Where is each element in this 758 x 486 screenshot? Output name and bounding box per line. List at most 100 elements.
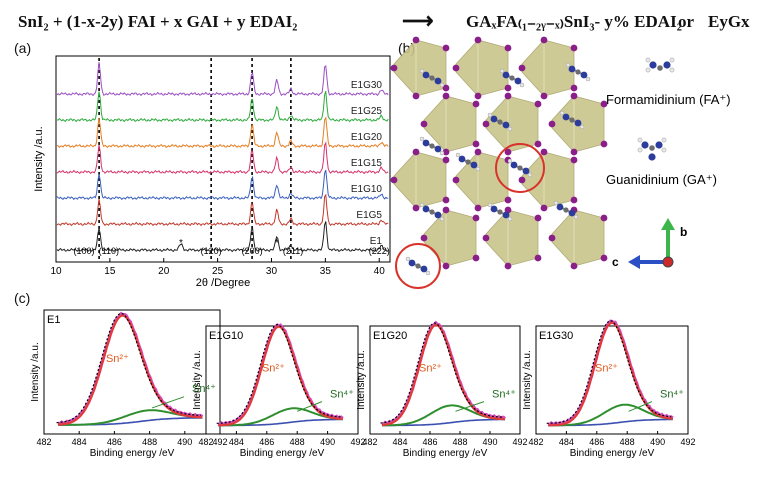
highlight-circle (395, 243, 441, 289)
hydrogen-atom (519, 82, 525, 88)
nitrogen-atom (568, 65, 576, 73)
legend-ga-label: Guanidinium (GA⁺) (606, 172, 717, 187)
xps-data-line (217, 323, 344, 426)
hydrogen-atom (553, 200, 559, 206)
iodine-atom (390, 64, 398, 72)
xrd-peak-label: (110) (99, 246, 119, 256)
reaction-equation: SnI₂ + (1-x-2y) FAI + x GAI + y EDAI₂ ⟶ … (18, 8, 750, 36)
nitrogen-atom (502, 211, 510, 219)
xps-plot-frame (43, 309, 221, 435)
xps-x-tick-label: 482 (36, 437, 51, 447)
xrd-x-tick-label: 30 (266, 266, 278, 277)
legend-nitrogen-atom (655, 141, 663, 149)
iodine-atom (570, 196, 578, 204)
iodine-atom (442, 262, 450, 270)
nitrogen-atom (408, 259, 416, 267)
xps-x-tick-label: 482 (198, 437, 213, 447)
equation-arrow: ⟶ (402, 8, 434, 33)
iodine-atom (482, 120, 490, 128)
xrd-series-label: E1G25 (351, 106, 383, 117)
iodine-atom (504, 196, 512, 204)
legend-nitrogen-atom (649, 61, 657, 69)
nitrogen-atom (514, 77, 522, 85)
xps-x-tick-label: 492 (512, 437, 527, 447)
axis-b-arrowhead (661, 218, 675, 230)
nitrogen-atom (574, 119, 582, 127)
nitrogen-atom (490, 115, 498, 123)
xps-x-axis-label: Binding energy /eV (90, 448, 175, 459)
xrd-series-E1 (56, 221, 389, 253)
hydrogen-atom (487, 112, 493, 118)
carbon-atom (465, 159, 471, 165)
axis-c-label: c (612, 255, 619, 269)
iodine-atom (600, 254, 608, 262)
iodine-atom (540, 92, 548, 100)
iodine-atom (540, 204, 548, 212)
xps-sn4-pointer (628, 401, 653, 412)
xps-envelope-dotted (56, 312, 201, 424)
axis-b-label: b (680, 225, 687, 239)
xps-panel-title: E1G20 (373, 330, 407, 342)
equation-short: EyGx (708, 12, 750, 31)
hydrogen-atom (475, 166, 481, 172)
hydrogen-atom (573, 214, 579, 220)
legend-nitrogen-atom (648, 153, 656, 161)
hydrogen-atom (565, 62, 571, 68)
nitrogen-atom (422, 139, 430, 147)
iodine-atom (600, 214, 608, 222)
highlight-circle (495, 143, 545, 193)
xrd-plot-frame (55, 55, 391, 263)
xrd-x-tick-label: 15 (104, 266, 116, 277)
nitrogen-atom (420, 265, 428, 273)
iodine-atom (570, 156, 578, 164)
nitrogen-atom (422, 71, 430, 79)
iodine-atom (442, 92, 450, 100)
iodine-atom (442, 206, 450, 214)
iodine-atom (504, 92, 512, 100)
legend-nitrogen-atom (663, 61, 671, 69)
xps-x-tick-label: 492 (350, 437, 365, 447)
xps-x-tick-label: 488 (620, 437, 635, 447)
hydrogen-atom (585, 76, 591, 82)
xrd-series-E1G25 (56, 91, 389, 123)
xps-sn4-label: Sn⁴⁺ (660, 388, 684, 400)
xps-panel-title: E1G30 (539, 330, 573, 342)
nitrogen-atom (568, 209, 576, 217)
xrd-star-label: * (275, 238, 279, 249)
xrd-series-E1G15 (56, 141, 389, 175)
carbon-atom (517, 165, 523, 171)
iodine-atom (472, 140, 480, 148)
legend-carbon-atom (657, 65, 663, 71)
hydrogen-atom (499, 68, 505, 74)
xps-x-axis-label: Binding energy /eV (570, 448, 655, 459)
iodine-atom (474, 36, 482, 44)
xps-fit-line (58, 314, 203, 426)
xrd-x-tick-label: 20 (158, 266, 170, 277)
xps-envelope-dotted (216, 323, 342, 424)
xrd-series-label: E1 (370, 236, 383, 247)
iodine-atom (570, 84, 578, 92)
xps-sn4-component (548, 403, 673, 427)
iodine-atom (540, 36, 548, 44)
xrd-peak-label: (120) (201, 246, 222, 256)
xps-sn4-label: Sn⁴⁺ (330, 388, 354, 400)
xrd-peak-label: (211) (283, 246, 303, 256)
iodine-atom (570, 44, 578, 52)
xrd-x-tick-label: 40 (374, 266, 386, 277)
xps-x-tick-label: 490 (177, 437, 192, 447)
xps-x-tick-label: 484 (559, 437, 574, 447)
xps-y-axis-label: Intensity /a.u. (30, 342, 41, 401)
xps-x-axis-label: Binding energy /eV (240, 448, 325, 459)
xps-sn4-pointer (455, 401, 485, 412)
legend-hydrogen-atom (669, 57, 675, 63)
xps-x-tick-label: 488 (452, 437, 467, 447)
xps-x-tick-label: 488 (142, 437, 157, 447)
iodine-atom (534, 254, 542, 262)
iodine-atom (540, 148, 548, 156)
iodine-atom (472, 254, 480, 262)
hydrogen-atom (507, 216, 513, 222)
xrd-peak-label: (100) (74, 246, 95, 256)
legend-carbon-atom (649, 145, 655, 151)
hydrogen-atom (425, 270, 431, 276)
xrd-series-E1G10 (56, 169, 389, 201)
